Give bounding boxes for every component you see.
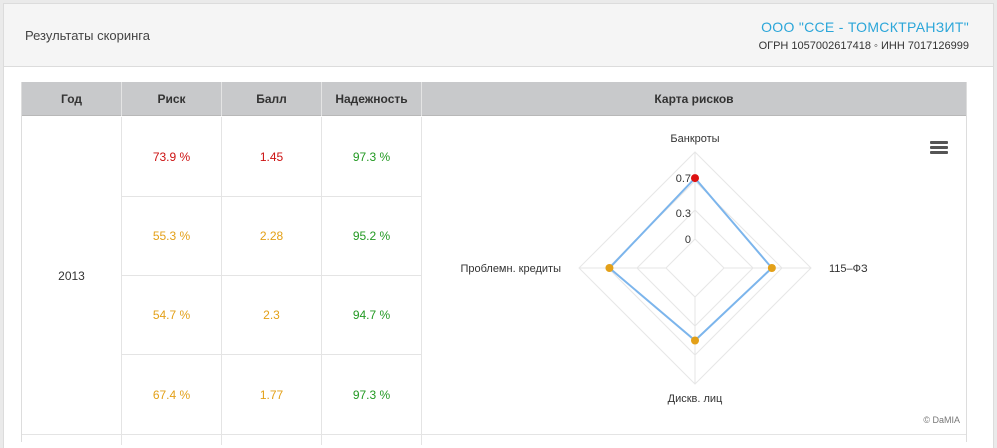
column-header-score: Балл [222, 82, 322, 116]
risk-map-cell: 0 0.3 0.7 Банкроты 115–ФЗ Дискв. лиц Проблемн.… [422, 117, 966, 435]
tick-label: 0.3 [676, 208, 691, 220]
column-header-reliability: Надежность [322, 82, 422, 116]
scoring-panel: Результаты скоринга ООО "ССЕ - ТОМСКТРАН… [3, 3, 994, 448]
axis-label: Банкроты [670, 133, 719, 145]
column-header-risk: Риск [122, 82, 222, 116]
reliability-cell: 94.7 % [322, 276, 422, 355]
next-row-stub [322, 435, 422, 445]
score-cell: 2.3 [222, 276, 322, 355]
risk-cell: 55.3 % [122, 197, 222, 276]
year-cell: 2013 [22, 117, 122, 435]
axis-label: 115–ФЗ [829, 263, 868, 275]
scoring-table: Год Риск Балл Надежность Карта рисков 20… [21, 82, 967, 445]
company-info: ООО "ССЕ - ТОМСКТРАНЗИТ" ОГРН 1057002617… [759, 19, 969, 52]
reliability-cell: 95.2 % [322, 197, 422, 276]
chart-credit: © DaMIA [923, 415, 960, 425]
next-row-stub [122, 435, 222, 445]
reliability-cell: 97.3 % [322, 355, 422, 435]
tick-label: 0 [685, 234, 691, 246]
risk-cell: 67.4 % [122, 355, 222, 435]
score-cell: 2.28 [222, 197, 322, 276]
panel-header: Результаты скоринга ООО "ССЕ - ТОМСКТРАН… [4, 4, 993, 67]
axis-label: Проблемн. кредиты [460, 263, 561, 275]
tick-label: 0.7 [676, 173, 691, 185]
company-ids: ОГРН 1057002617418 ◦ ИНН 7017126999 [758, 40, 969, 52]
company-name[interactable]: ООО "ССЕ - ТОМСКТРАНЗИТ" [761, 19, 969, 35]
table-header: Год Риск Балл Надежность Карта рисков [22, 82, 966, 116]
risk-cell: 73.9 % [122, 117, 222, 197]
column-header-year: Год [22, 82, 122, 116]
data-point [691, 336, 699, 345]
risk-cell: 54.7 % [122, 276, 222, 355]
series-line [607, 176, 774, 342]
data-point [605, 264, 614, 272]
column-header-risk-map: Карта рисков [654, 92, 734, 106]
reliability-cell: 97.3 % [322, 117, 422, 197]
panel-title: Результаты скоринга [25, 28, 150, 43]
risk-radar-chart: 0 0.3 0.7 Банкроты 115–ФЗ Дискв. лиц Проблемн.… [460, 133, 960, 425]
hamburger-menu-icon[interactable] [930, 141, 948, 155]
data-point [691, 174, 699, 183]
score-cell: 1.77 [222, 355, 322, 435]
next-row-stub [22, 435, 122, 445]
axis-label: Дискв. лиц [668, 393, 723, 405]
grid-ring [665, 238, 725, 298]
data-point [767, 264, 776, 272]
score-cell: 1.45 [222, 117, 322, 197]
next-row-stub [222, 435, 322, 445]
